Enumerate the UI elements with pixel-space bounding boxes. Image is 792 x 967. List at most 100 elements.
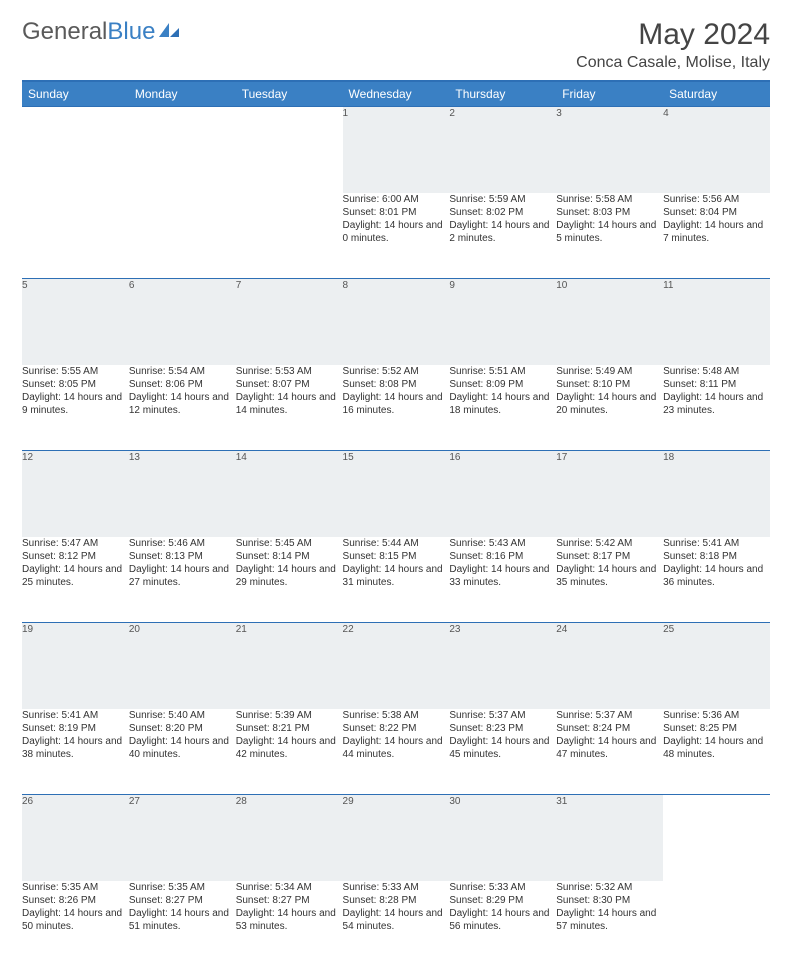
- sunset-line: Sunset: 8:27 PM: [236, 894, 343, 907]
- day-data-cell: Sunrise: 5:38 AMSunset: 8:22 PMDaylight:…: [343, 709, 450, 795]
- day-data-cell: Sunrise: 5:47 AMSunset: 8:12 PMDaylight:…: [22, 537, 129, 623]
- day-data-cell: Sunrise: 5:32 AMSunset: 8:30 PMDaylight:…: [556, 881, 663, 967]
- sunset-line: Sunset: 8:22 PM: [343, 722, 450, 735]
- day-number-cell: 10: [556, 279, 663, 365]
- day-number-cell: 28: [236, 795, 343, 881]
- weekday-header: Monday: [129, 82, 236, 107]
- day-number-cell: 31: [556, 795, 663, 881]
- day-number-cell: 17: [556, 451, 663, 537]
- daylight-line: Daylight: 14 hours and 40 minutes.: [129, 735, 236, 761]
- day-data-cell: [22, 193, 129, 279]
- day-data-cell: Sunrise: 5:34 AMSunset: 8:27 PMDaylight:…: [236, 881, 343, 967]
- weekday-header: Tuesday: [236, 82, 343, 107]
- day-data-cell: [236, 193, 343, 279]
- sunset-line: Sunset: 8:21 PM: [236, 722, 343, 735]
- sunrise-line: Sunrise: 5:51 AM: [449, 365, 556, 378]
- day-number-cell: 8: [343, 279, 450, 365]
- calendar-table: SundayMondayTuesdayWednesdayThursdayFrid…: [22, 82, 770, 967]
- day-data-cell: Sunrise: 5:40 AMSunset: 8:20 PMDaylight:…: [129, 709, 236, 795]
- day-data-cell: Sunrise: 5:59 AMSunset: 8:02 PMDaylight:…: [449, 193, 556, 279]
- sunset-line: Sunset: 8:19 PM: [22, 722, 129, 735]
- day-data-cell: Sunrise: 5:41 AMSunset: 8:18 PMDaylight:…: [663, 537, 770, 623]
- sunset-line: Sunset: 8:26 PM: [22, 894, 129, 907]
- daylight-line: Daylight: 14 hours and 9 minutes.: [22, 391, 129, 417]
- day-data-cell: Sunrise: 5:54 AMSunset: 8:06 PMDaylight:…: [129, 365, 236, 451]
- day-number-cell: 5: [22, 279, 129, 365]
- day-number-cell: 25: [663, 623, 770, 709]
- daylight-line: Daylight: 14 hours and 25 minutes.: [22, 563, 129, 589]
- weekday-header: Friday: [556, 82, 663, 107]
- sunset-line: Sunset: 8:08 PM: [343, 378, 450, 391]
- daynum-row: 12131415161718: [22, 451, 770, 537]
- sunrise-line: Sunrise: 5:56 AM: [663, 193, 770, 206]
- sunrise-line: Sunrise: 5:38 AM: [343, 709, 450, 722]
- daylight-line: Daylight: 14 hours and 48 minutes.: [663, 735, 770, 761]
- daylight-line: Daylight: 14 hours and 18 minutes.: [449, 391, 556, 417]
- sunset-line: Sunset: 8:05 PM: [22, 378, 129, 391]
- daynum-row: 1234: [22, 107, 770, 193]
- sunset-line: Sunset: 8:25 PM: [663, 722, 770, 735]
- sunset-line: Sunset: 8:18 PM: [663, 550, 770, 563]
- sunset-line: Sunset: 8:14 PM: [236, 550, 343, 563]
- day-number-cell: 22: [343, 623, 450, 709]
- sunset-line: Sunset: 8:07 PM: [236, 378, 343, 391]
- sunset-line: Sunset: 8:12 PM: [22, 550, 129, 563]
- daylight-line: Daylight: 14 hours and 27 minutes.: [129, 563, 236, 589]
- sunrise-line: Sunrise: 5:32 AM: [556, 881, 663, 894]
- day-number-cell: 24: [556, 623, 663, 709]
- day-number-cell: 29: [343, 795, 450, 881]
- daylight-line: Daylight: 14 hours and 50 minutes.: [22, 907, 129, 933]
- day-number-cell: 3: [556, 107, 663, 193]
- sunset-line: Sunset: 8:28 PM: [343, 894, 450, 907]
- calendar-body: 1234Sunrise: 6:00 AMSunset: 8:01 PMDayli…: [22, 107, 770, 967]
- sunset-line: Sunset: 8:15 PM: [343, 550, 450, 563]
- daylight-line: Daylight: 14 hours and 56 minutes.: [449, 907, 556, 933]
- daynum-row: 262728293031: [22, 795, 770, 881]
- sunset-line: Sunset: 8:30 PM: [556, 894, 663, 907]
- sunset-line: Sunset: 8:27 PM: [129, 894, 236, 907]
- sunset-line: Sunset: 8:04 PM: [663, 206, 770, 219]
- sunrise-line: Sunrise: 5:34 AM: [236, 881, 343, 894]
- day-data-cell: Sunrise: 5:35 AMSunset: 8:26 PMDaylight:…: [22, 881, 129, 967]
- daylight-line: Daylight: 14 hours and 53 minutes.: [236, 907, 343, 933]
- weekday-header: Sunday: [22, 82, 129, 107]
- sunrise-line: Sunrise: 5:53 AM: [236, 365, 343, 378]
- day-number-cell: 6: [129, 279, 236, 365]
- day-data-cell: Sunrise: 5:35 AMSunset: 8:27 PMDaylight:…: [129, 881, 236, 967]
- daylight-line: Daylight: 14 hours and 0 minutes.: [343, 219, 450, 245]
- sail-icon: [157, 21, 181, 39]
- day-number-cell: 27: [129, 795, 236, 881]
- sunset-line: Sunset: 8:29 PM: [449, 894, 556, 907]
- sunset-line: Sunset: 8:06 PM: [129, 378, 236, 391]
- sunset-line: Sunset: 8:10 PM: [556, 378, 663, 391]
- day-data-cell: Sunrise: 5:33 AMSunset: 8:28 PMDaylight:…: [343, 881, 450, 967]
- brand-part2: Blue: [107, 18, 155, 46]
- sunrise-line: Sunrise: 5:35 AM: [22, 881, 129, 894]
- day-number-cell: [22, 107, 129, 193]
- weekday-header: Thursday: [449, 82, 556, 107]
- day-number-cell: 14: [236, 451, 343, 537]
- sunrise-line: Sunrise: 5:59 AM: [449, 193, 556, 206]
- sunrise-line: Sunrise: 5:47 AM: [22, 537, 129, 550]
- sunset-line: Sunset: 8:13 PM: [129, 550, 236, 563]
- day-number-cell: 26: [22, 795, 129, 881]
- sunrise-line: Sunrise: 6:00 AM: [343, 193, 450, 206]
- sunrise-line: Sunrise: 5:58 AM: [556, 193, 663, 206]
- day-data-cell: Sunrise: 5:58 AMSunset: 8:03 PMDaylight:…: [556, 193, 663, 279]
- day-data-cell: Sunrise: 5:37 AMSunset: 8:23 PMDaylight:…: [449, 709, 556, 795]
- day-data-cell: Sunrise: 5:56 AMSunset: 8:04 PMDaylight:…: [663, 193, 770, 279]
- day-data-row: Sunrise: 5:41 AMSunset: 8:19 PMDaylight:…: [22, 709, 770, 795]
- sunrise-line: Sunrise: 5:48 AM: [663, 365, 770, 378]
- daylight-line: Daylight: 14 hours and 54 minutes.: [343, 907, 450, 933]
- daylight-line: Daylight: 14 hours and 36 minutes.: [663, 563, 770, 589]
- sunset-line: Sunset: 8:11 PM: [663, 378, 770, 391]
- daynum-row: 19202122232425: [22, 623, 770, 709]
- title-block: May 2024 Conca Casale, Molise, Italy: [576, 18, 770, 72]
- day-number-cell: 7: [236, 279, 343, 365]
- sunrise-line: Sunrise: 5:46 AM: [129, 537, 236, 550]
- sunrise-line: Sunrise: 5:54 AM: [129, 365, 236, 378]
- sunset-line: Sunset: 8:17 PM: [556, 550, 663, 563]
- weekday-header: Wednesday: [343, 82, 450, 107]
- daylight-line: Daylight: 14 hours and 45 minutes.: [449, 735, 556, 761]
- day-number-cell: 1: [343, 107, 450, 193]
